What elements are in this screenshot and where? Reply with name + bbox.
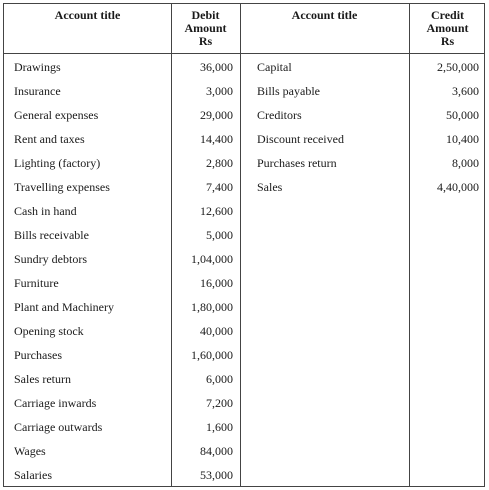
debit-title: Drawings [14, 60, 61, 74]
debit-amount-header: Debit Amount Rs [184, 8, 227, 48]
debit-amount: 6,000 [206, 372, 233, 386]
debit-title: Plant and Machinery [14, 300, 114, 314]
debit-title: Carriage inwards [14, 396, 97, 410]
column-divider [240, 4, 241, 486]
debit-amount: 1,600 [206, 420, 233, 434]
credit-amount: 10,400 [446, 132, 479, 146]
header-divider [4, 53, 484, 54]
debit-title: Carriage outwards [14, 420, 103, 434]
debit-account-title-header: Account title [54, 8, 121, 22]
debit-title: Sales return [14, 372, 71, 386]
debit-amount: 3,000 [206, 84, 233, 98]
debit-amount: 40,000 [200, 324, 233, 338]
debit-amount: 1,60,000 [191, 348, 233, 362]
debit-amount: 29,000 [200, 108, 233, 122]
credit-title: Discount received [257, 132, 344, 146]
debit-amount: 5,000 [206, 228, 233, 242]
debit-title: Opening stock [14, 324, 84, 338]
column-divider [171, 4, 172, 486]
debit-title: General expenses [14, 108, 99, 122]
credit-title: Purchases return [257, 156, 337, 170]
debit-amount: 7,200 [206, 396, 233, 410]
debit-amount: 14,400 [200, 132, 233, 146]
credit-title: Bills payable [257, 84, 320, 98]
credit-amount: 8,000 [452, 156, 479, 170]
debit-amount: 1,80,000 [191, 300, 233, 314]
credit-amount: 3,600 [452, 84, 479, 98]
debit-title: Salaries [14, 468, 52, 482]
debit-amount: 53,000 [200, 468, 233, 482]
trial-balance-table: Account title Debit Amount Rs Account ti… [3, 3, 485, 487]
credit-amount: 50,000 [446, 108, 479, 122]
column-divider [409, 4, 410, 486]
debit-title: Wages [14, 444, 46, 458]
credit-amount: 4,40,000 [437, 180, 479, 194]
debit-amount: 36,000 [200, 60, 233, 74]
debit-title: Insurance [14, 84, 61, 98]
debit-title: Cash in hand [14, 204, 77, 218]
debit-title: Bills receivable [14, 228, 89, 242]
credit-amount: 2,50,000 [437, 60, 479, 74]
debit-amount: 7,400 [206, 180, 233, 194]
debit-title: Travelling expenses [14, 180, 110, 194]
credit-title: Creditors [257, 108, 302, 122]
debit-title: Sundry debtors [14, 252, 87, 266]
debit-amount: 1,04,000 [191, 252, 233, 266]
debit-title: Furniture [14, 276, 59, 290]
debit-amount: 12,600 [200, 204, 233, 218]
debit-title: Purchases [14, 348, 62, 362]
debit-amount: 16,000 [200, 276, 233, 290]
credit-account-title-header: Account title [291, 8, 358, 22]
debit-amount: 84,000 [200, 444, 233, 458]
credit-title: Sales [257, 180, 283, 194]
debit-title: Rent and taxes [14, 132, 85, 146]
debit-amount: 2,800 [206, 156, 233, 170]
credit-title: Capital [257, 60, 292, 74]
credit-amount-header: Credit Amount Rs [426, 8, 469, 48]
debit-title: Lighting (factory) [14, 156, 101, 170]
